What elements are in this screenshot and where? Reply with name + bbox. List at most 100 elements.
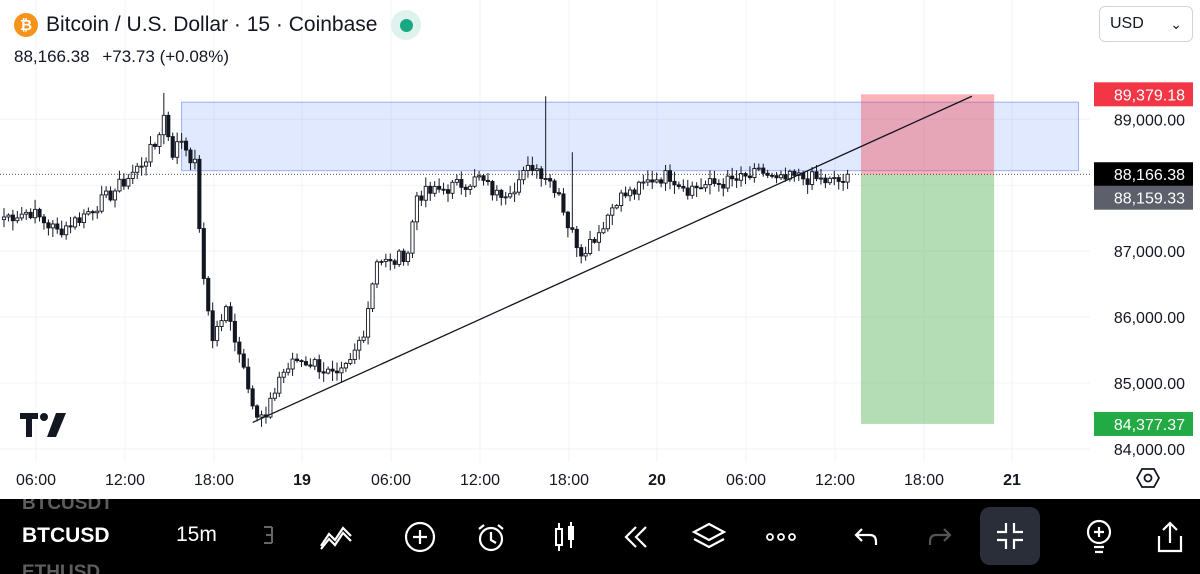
candle-body bbox=[592, 238, 597, 243]
candle-body bbox=[659, 179, 664, 184]
candle-body bbox=[206, 278, 211, 312]
candle-body bbox=[312, 359, 317, 367]
candle-body bbox=[676, 184, 681, 187]
candle-body bbox=[241, 353, 246, 368]
next-symbol[interactable]: ETHUSD bbox=[22, 562, 101, 574]
candle-body bbox=[170, 136, 175, 158]
layers-icon[interactable] bbox=[681, 499, 737, 574]
candle-body bbox=[330, 368, 335, 372]
candle-body bbox=[255, 405, 260, 418]
candle-body bbox=[68, 225, 73, 228]
candle-body bbox=[237, 341, 242, 355]
candle-body bbox=[583, 252, 588, 257]
candle-body bbox=[841, 180, 846, 183]
price-tick-label: 87,000.00 bbox=[1114, 244, 1185, 261]
trendline[interactable] bbox=[252, 95, 973, 424]
candle-body bbox=[747, 175, 752, 179]
candle-body bbox=[219, 320, 224, 327]
market-status-icon[interactable] bbox=[391, 10, 422, 40]
take-profit-area[interactable] bbox=[860, 174, 995, 424]
candle-body bbox=[667, 170, 673, 182]
candle-body bbox=[534, 168, 539, 172]
stop-loss-area[interactable] bbox=[860, 94, 995, 175]
price-axis[interactable]: 84,000.0085,000.0086,000.0087,000.0088,0… bbox=[1090, 0, 1200, 499]
candle-body bbox=[37, 208, 42, 218]
candle-body bbox=[428, 185, 433, 194]
currency-select[interactable]: USD ⌄ bbox=[1099, 6, 1193, 42]
price-badge-text: 88,166.38 bbox=[1114, 167, 1185, 184]
candle-body bbox=[485, 179, 491, 182]
candle-body bbox=[778, 174, 784, 179]
candle-body bbox=[548, 178, 553, 182]
candle-body bbox=[228, 306, 233, 322]
more-icon[interactable] bbox=[753, 499, 809, 574]
candle-body bbox=[379, 260, 384, 263]
price-summary: 88,166.38 +73.73 (+0.08%) bbox=[14, 47, 237, 67]
candle-body bbox=[357, 339, 362, 351]
symbol-title[interactable]: Bitcoin / U.S. Dollar · 15 · Coinbase bbox=[46, 13, 378, 36]
settings-icon[interactable] bbox=[1135, 466, 1161, 495]
candle-body bbox=[126, 178, 131, 187]
candle-body bbox=[761, 167, 766, 174]
candle-body bbox=[432, 185, 437, 194]
chevron-down-icon: ⌄ bbox=[1170, 15, 1182, 32]
replay-icon[interactable] bbox=[608, 499, 664, 574]
price-change: +73.73 (+0.08%) bbox=[102, 47, 230, 66]
add-icon[interactable] bbox=[392, 499, 448, 574]
indicators-icon[interactable] bbox=[308, 499, 364, 574]
candle-body bbox=[135, 165, 140, 173]
price-chart[interactable]: 84,000.0085,000.0086,000.0087,000.0088,0… bbox=[0, 0, 1200, 499]
collapse-icon[interactable] bbox=[980, 507, 1040, 565]
candle-body bbox=[246, 366, 251, 390]
candle-body bbox=[738, 173, 744, 181]
share-icon[interactable] bbox=[1142, 499, 1198, 574]
candle-body bbox=[508, 193, 513, 198]
candle-body bbox=[423, 185, 428, 201]
candle-body bbox=[516, 179, 522, 193]
candle-body bbox=[716, 183, 721, 185]
candle-body bbox=[765, 172, 770, 176]
stop-price-label: 89,379.18 bbox=[1094, 82, 1193, 107]
time-tick-label: 06:00 bbox=[371, 472, 411, 489]
candle-body bbox=[712, 178, 717, 184]
time-tick-label: 18:00 bbox=[549, 472, 589, 489]
time-axis[interactable]: 06:00 12:00 18:00 19 06:00 12:00 18:00 20 06:00 1… bbox=[16, 472, 1021, 489]
candle-body bbox=[596, 232, 602, 243]
interval-button[interactable]: 15m bbox=[176, 523, 217, 546]
candle-body bbox=[197, 158, 202, 229]
candle-body bbox=[339, 367, 344, 374]
candle-body bbox=[574, 228, 579, 249]
candle-body bbox=[286, 368, 291, 373]
candle-body bbox=[654, 179, 659, 183]
candle-body bbox=[90, 211, 95, 214]
candle-body bbox=[477, 175, 482, 178]
resistance-zone[interactable] bbox=[181, 101, 1079, 172]
candle-body bbox=[832, 177, 837, 180]
candle-body bbox=[570, 227, 575, 230]
candles-icon[interactable] bbox=[537, 499, 593, 574]
candle-body bbox=[752, 168, 757, 179]
candle-body bbox=[144, 161, 149, 167]
candle-body bbox=[530, 164, 535, 172]
prev-symbol[interactable]: BTCUSDT bbox=[22, 499, 113, 514]
candle-body bbox=[50, 223, 55, 229]
candle-body bbox=[645, 179, 650, 183]
candle-body bbox=[783, 174, 788, 180]
symbol-button[interactable]: BTCUSD bbox=[22, 524, 110, 547]
idea-icon[interactable] bbox=[1071, 499, 1127, 574]
interval-scroll-icon[interactable] bbox=[242, 499, 298, 574]
undo-icon[interactable] bbox=[838, 499, 894, 574]
candle-body bbox=[459, 179, 464, 188]
candle-body bbox=[707, 178, 713, 186]
candle-body bbox=[543, 178, 548, 180]
candle-body bbox=[774, 175, 779, 179]
alarm-icon[interactable] bbox=[463, 499, 519, 574]
candle-body bbox=[539, 168, 544, 179]
candle-body bbox=[641, 181, 646, 184]
candle-body bbox=[743, 173, 748, 177]
candle-body bbox=[414, 195, 419, 223]
candle-body bbox=[614, 205, 619, 209]
candle-body bbox=[690, 185, 695, 196]
candle-body bbox=[770, 174, 775, 177]
candle-body bbox=[321, 371, 326, 374]
